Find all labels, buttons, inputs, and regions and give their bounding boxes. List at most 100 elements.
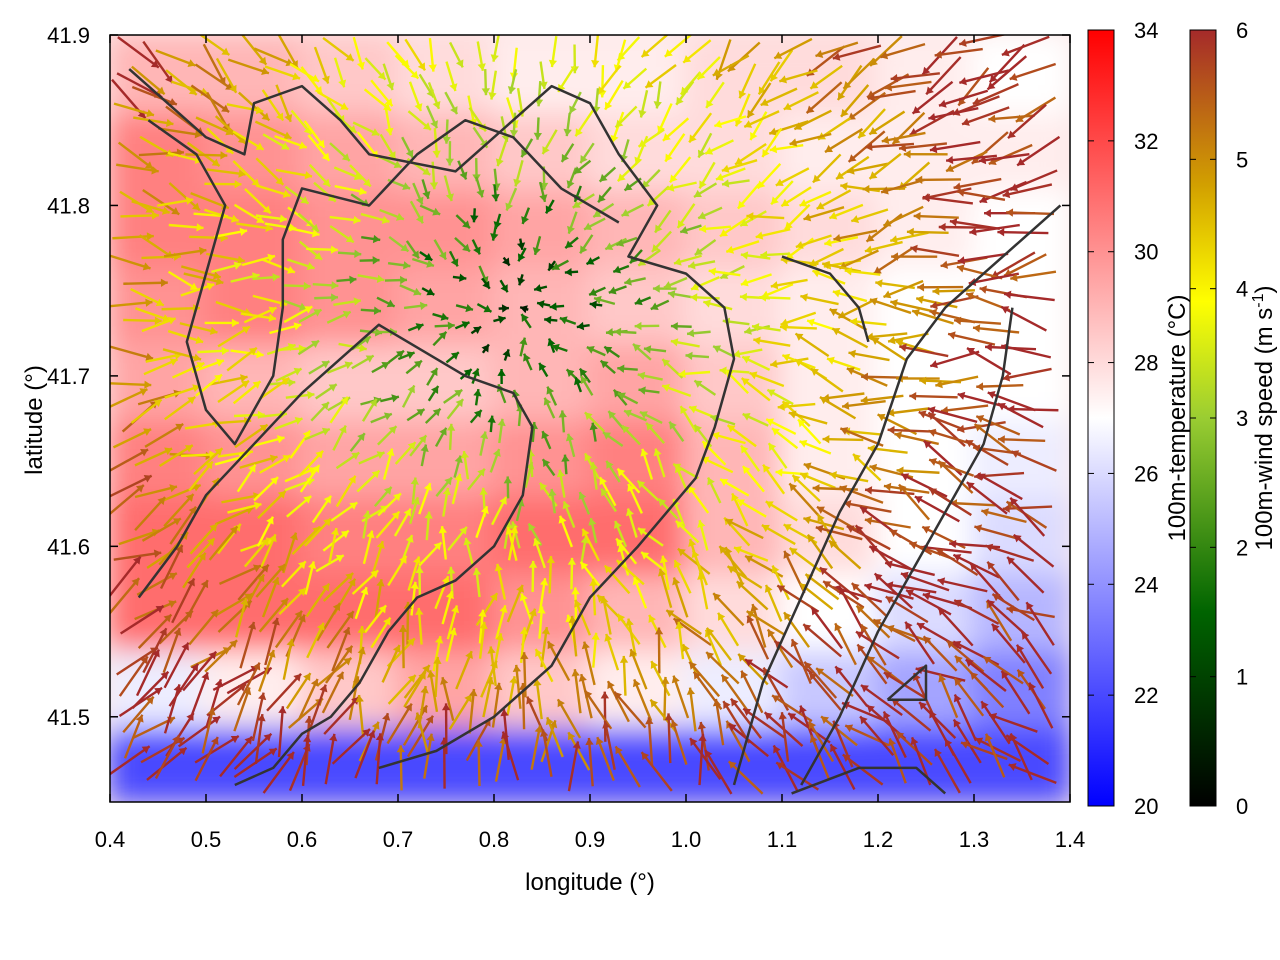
wind-arrow-head — [571, 669, 580, 677]
wind-arrow-head — [883, 219, 892, 227]
wind-arrow-head — [1009, 733, 1018, 742]
wind-arrow-head — [978, 155, 987, 165]
wind-arrow-head — [809, 259, 818, 267]
wind-arrow-head — [533, 132, 542, 140]
wind-arrow-head — [328, 384, 337, 392]
wind-arrow-head — [335, 555, 344, 563]
wind-arrow-shaft — [978, 152, 1030, 163]
wind-arrow-head — [240, 598, 249, 606]
wind-arrow-head — [450, 352, 459, 360]
wind-arrow-head — [574, 599, 582, 608]
wind-arrow-head — [757, 180, 766, 189]
wind-arrow-head — [895, 339, 904, 348]
wind-arrow-head — [836, 171, 845, 180]
wind-arrow-shaft — [805, 81, 843, 114]
wind-arrow-head — [654, 627, 664, 635]
wind-arrow-shaft — [957, 190, 1006, 202]
wind-arrow-head — [803, 515, 812, 525]
wind-arrow-head — [965, 659, 974, 668]
temperature-colorbar-tick-label: 32 — [1134, 129, 1158, 154]
wind-arrow-head — [297, 588, 306, 596]
wind-arrow-head — [799, 199, 808, 207]
wind-arrow-head — [152, 649, 160, 658]
wind-arrow-head — [853, 454, 861, 462]
wind-colorbar-tick-label: 5 — [1236, 147, 1248, 172]
wind-arrow-head — [369, 398, 377, 407]
wind-arrow-shaft — [116, 646, 159, 676]
wind-arrow-head — [311, 464, 320, 473]
wind-colorbar-label-main: 100m-wind speed (m s — [1251, 308, 1278, 551]
wind-arrow-head — [860, 506, 869, 515]
wind-arrow-shaft — [515, 664, 522, 709]
wind-arrow-head — [298, 561, 306, 570]
wind-arrow-head — [584, 690, 593, 699]
wind-arrow-shaft — [712, 54, 750, 77]
wind-arrow-shaft — [898, 483, 930, 521]
wind-arrow-head — [755, 231, 764, 240]
wind-arrow-shaft — [974, 525, 1022, 541]
wind-arrow-head — [759, 293, 767, 302]
wind-arrow-head — [690, 738, 698, 747]
wind-arrow-head — [890, 299, 898, 308]
wind-arrow-head — [438, 331, 447, 340]
wind-arrow-shaft — [325, 645, 354, 684]
wind-arrow-head — [788, 713, 797, 721]
wind-arrow-shaft — [855, 604, 891, 639]
wind-arrow-head — [143, 428, 152, 436]
wind-arrow-shaft — [887, 332, 929, 343]
wind-arrow-head — [812, 269, 821, 278]
wind-arrow-shaft — [986, 561, 1020, 602]
wind-arrow-head — [758, 86, 767, 95]
wind-arrow-head — [200, 580, 209, 589]
wind-arrow-head — [981, 701, 989, 710]
wind-arrow-head — [688, 261, 696, 270]
wind-arrow-head — [869, 171, 878, 179]
wind-arrow-shaft — [491, 682, 501, 728]
wind-arrow-shaft — [961, 106, 1010, 126]
wind-arrow-head — [323, 518, 331, 527]
wind-arrow-head — [860, 395, 869, 405]
wind-arrow-head — [617, 468, 626, 477]
wind-arrow-head — [165, 74, 173, 83]
wind-arrow-head — [662, 133, 671, 141]
wind-arrow-head — [282, 455, 291, 463]
wind-arrow-head — [677, 219, 686, 228]
wind-arrow-head — [208, 651, 217, 660]
wind-arrow-shaft — [1001, 35, 1050, 57]
wind-arrow-shaft — [110, 577, 141, 615]
wind-arrow-head — [783, 524, 792, 532]
x-tick-label: 0.4 — [95, 827, 126, 852]
wind-arrow-head — [391, 511, 400, 520]
wind-arrow-head — [181, 642, 189, 651]
wind-arrow-head — [881, 186, 889, 195]
wind-arrow-head — [651, 244, 660, 252]
wind-arrow-shaft — [258, 649, 275, 692]
wind-arrow-shaft — [190, 192, 230, 210]
wind-arrow-head — [552, 262, 561, 270]
wind-arrow-head — [519, 337, 528, 346]
wind-arrow-head — [645, 80, 654, 88]
wind-arrow-head — [956, 264, 965, 273]
heatmap-cell — [300, 35, 400, 114]
wind-arrow-head — [340, 102, 349, 110]
x-axis: 0.4 0.5 0.6 0.7 0.8 0.9 1.0 1.1 1.2 1.3 1.4 — [95, 35, 1085, 852]
wind-arrow-head — [523, 353, 531, 362]
wind-arrow-head — [459, 171, 468, 180]
wind-arrow-head — [957, 256, 966, 265]
wind-arrow-shaft — [214, 506, 254, 526]
wind-arrow-head — [894, 431, 903, 440]
wind-arrow-head — [344, 361, 353, 370]
wind-arrow-head — [673, 257, 682, 266]
wind-arrow-shaft — [157, 127, 203, 137]
wind-arrow-head — [422, 665, 430, 674]
wind-arrow-head — [375, 733, 385, 741]
wind-arrow-head — [539, 81, 548, 89]
wind-arrow-head — [357, 433, 365, 442]
wind-arrow-head — [166, 118, 174, 128]
wind-arrow-head — [311, 340, 320, 348]
wind-arrow-head — [569, 105, 577, 114]
wind-arrow-head — [883, 672, 892, 680]
wind-arrow-head — [689, 134, 697, 143]
wind-arrow-head — [520, 305, 528, 314]
